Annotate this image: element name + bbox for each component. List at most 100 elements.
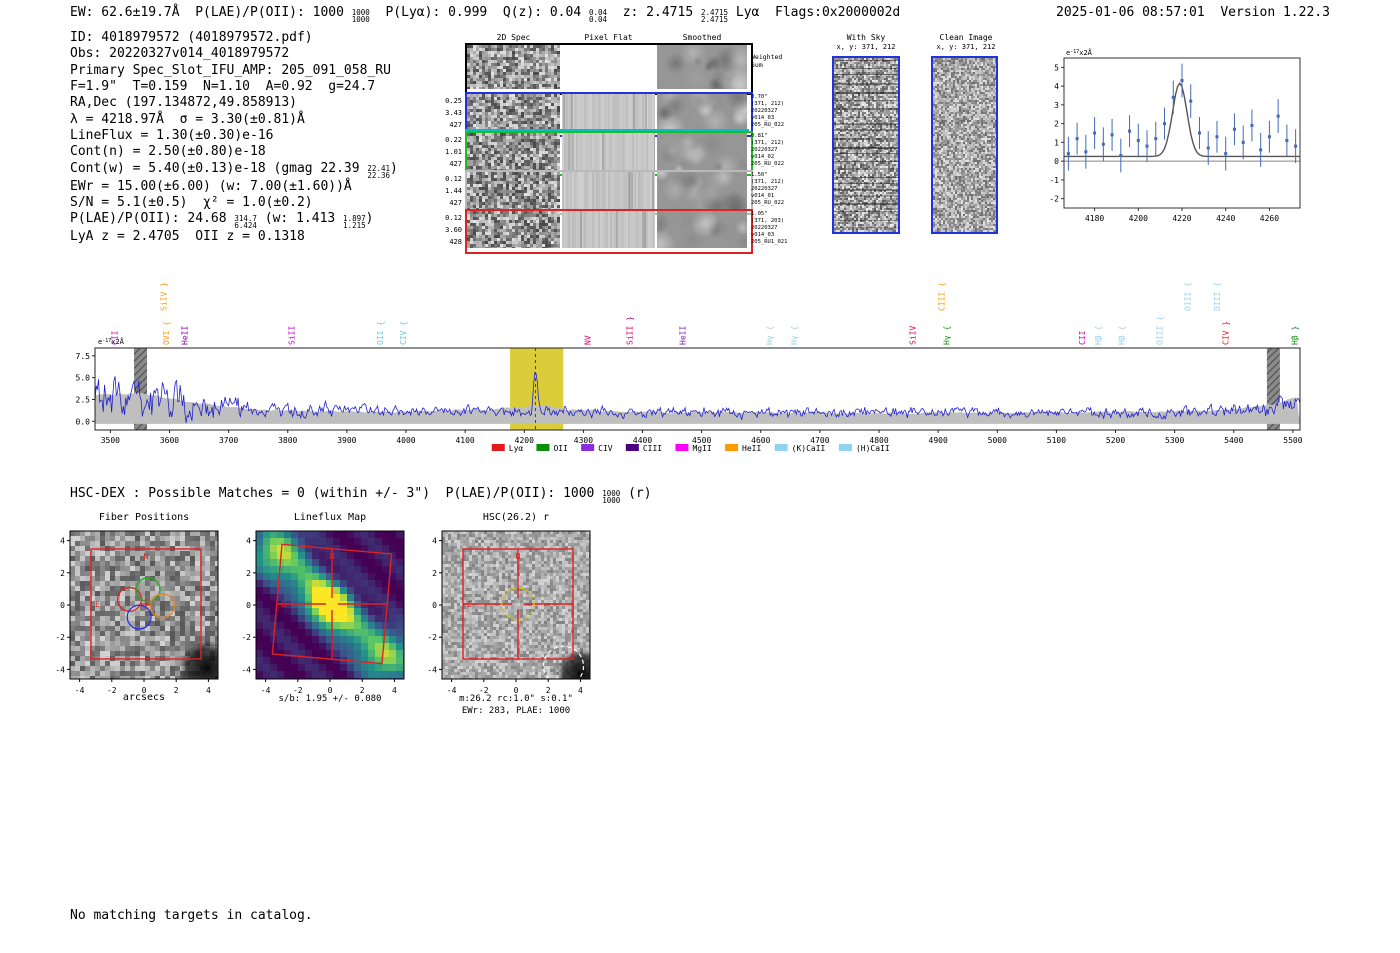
cutout-xlabel-lineflux: s/b: 1.95 +/- 0.080 [278,694,382,704]
axis-tick-label: 5300 [1165,436,1184,445]
legend-swatch [536,444,550,451]
axis-tick-label: 5400 [1224,436,1243,445]
with-sky-coords: x, y: 371, 212 [836,43,896,51]
spec2d-strip-r2c0 [467,133,560,170]
data-point [1066,152,1070,156]
axis-tick-label: 0 [514,686,519,695]
line-id-label: Hβ } [1291,326,1300,345]
axis-tick-label: 3700 [219,436,238,445]
east-label: E [467,600,472,609]
cutout-xlabel2-hsc: EWr: 283, PLAE: 1000 [461,706,571,716]
data-point [1180,79,1184,82]
data-point [1163,122,1167,126]
info-line-8: Cont(w) = 5.40(±0.13)e-18 (gmag 22.39 22… [70,161,398,179]
axis-tick-label: 3600 [160,436,179,445]
axis-tick-label: 1 [1054,138,1059,147]
data-point [1154,137,1158,141]
axis-tick-label: 4220 [1172,214,1191,223]
fiber-id-label: 205_RU_022 [751,122,785,128]
data-point [1224,152,1228,156]
legend-swatch [675,444,689,451]
fiber-weight-label: 427 [449,160,462,168]
axis-tick-label: 5 [1054,63,1059,72]
axis-tick-label: -2 [293,686,303,695]
with-sky-title: With Sky [846,33,886,42]
line-id-label: CII [111,330,120,345]
data-point [1075,137,1079,141]
spec2d-row-left-labels-3: 0.12 1.44 427 [438,173,462,209]
legend-swatch [491,444,505,451]
fraction: 22.41 22.36 [367,163,390,180]
spec2d-strip-r1c1 [562,94,655,131]
fiber-id-label: 0.81" [751,133,768,139]
fiber-id-label: v014_01 [751,193,775,199]
noise-band-fill [95,392,1300,424]
fiber-id-label: 20220327 [751,108,778,114]
fraction: 314.7 6.424 [234,214,257,231]
data-point [1119,154,1123,157]
text-segment: (r) [620,486,652,501]
info-line-10: S/N = 5.1(±0.5) χ² = 1.0(±0.2) [70,195,398,211]
fiber-id-label: Weighted [751,53,783,61]
axis-tick-label: 3500 [101,436,120,445]
line-id-label: SiII } [626,316,635,345]
info-line-4: RA,Dec (197.134872,49.858913) [70,95,398,111]
detection-info-block: ID: 4018979572 (4018979572.pdf) Obs: 2022… [70,30,398,246]
fiber-weight-label: 0.22 [445,136,462,144]
text-segment: z: 2.4715 [607,5,701,20]
axis-tick-label: 4900 [929,436,948,445]
fiber-id-label: 205_RU_022 [751,200,785,206]
text-segment: ) [390,160,398,176]
data-point [1267,135,1271,139]
axis-tick-label: 3900 [337,436,356,445]
fiber-id-label: 1.50" [751,172,768,178]
axis-tick-label: 4600 [751,436,770,445]
line-id-label: CII [1078,330,1087,345]
text-segment: LyA z = 2.4705 OII z = 0.1318 [70,229,305,245]
north-label: N [330,552,335,561]
axis-tick-label: 4 [246,537,251,546]
axis-tick-label: 2.5 [76,395,91,404]
fiber-id-label: 1.05" [751,211,768,217]
fiber-circle [149,593,176,619]
axis-tick-label: 2 [360,686,365,695]
axis-tick-label: -4 [55,665,65,674]
text-segment: EWr = 15.00(±6.00) (w: 7.00(±1.60))Å [70,178,352,194]
fiber-id-label: 20220327 [751,186,778,192]
data-point [1101,142,1105,146]
east-label: E [281,600,286,609]
info-line-7: Cont(n) = 2.50(±0.80)e-18 [70,144,398,160]
fiber-id-label: 205_RU_022 [751,161,785,167]
spec2d-col-header-0: 2D Spec [496,33,531,42]
fiber-weight-label: 0.12 [445,214,462,222]
cutout-axes-hsc: N E -4 -4 -2 -2 0 0 2 2 4 4 [427,530,591,695]
info-line-9: EWr = 15.00(±6.00) (w: 7.00(±1.60))Å [70,179,398,195]
fiber-weight-label: 3.43 [445,109,462,117]
legend-swatch [581,444,595,451]
spec2d-col-header-1: Pixel Flat [584,33,633,42]
fiber-weight-label: 1.01 [445,148,462,156]
text-segment: P(LAE)/P(OII): 24.68 [70,211,235,227]
text-segment: P(Lyα): 0.999 Q(z): 0.04 [369,5,589,20]
data-point [1232,127,1236,131]
axis-tick-label: 0 [328,686,333,695]
spec2d-strip-r3c0 [467,172,560,209]
axis-tick-label: 2 [1054,120,1059,129]
y-axis-label: e-17x2Å [1066,48,1093,57]
info-line-0: ID: 4018979572 (4018979572.pdf) [70,30,398,46]
line-id-label: OIII { [1155,316,1164,345]
line-id-label: Hγ { [942,326,951,345]
photometry-aperture [501,587,535,621]
axis-tick-label: -2 [427,633,437,642]
info-line-11: P(LAE)/P(OII): 24.68 314.7 6.424 (w: 1.41… [70,211,398,229]
extraction-box [271,543,393,665]
line-id-label: SiIV [909,326,918,345]
axis-tick-label: 4240 [1216,214,1235,223]
footer-notes: No matching targets in catalog. Row inte… [70,875,313,953]
axis-tick-label: 4 [60,537,65,546]
fiber-weight-label: 3.60 [445,226,462,234]
spec2d-row-right-labels-0: Weighted Sum [751,53,799,69]
axis-tick-label: 4200 [1129,214,1148,223]
legend-label: HeII [742,444,761,453]
